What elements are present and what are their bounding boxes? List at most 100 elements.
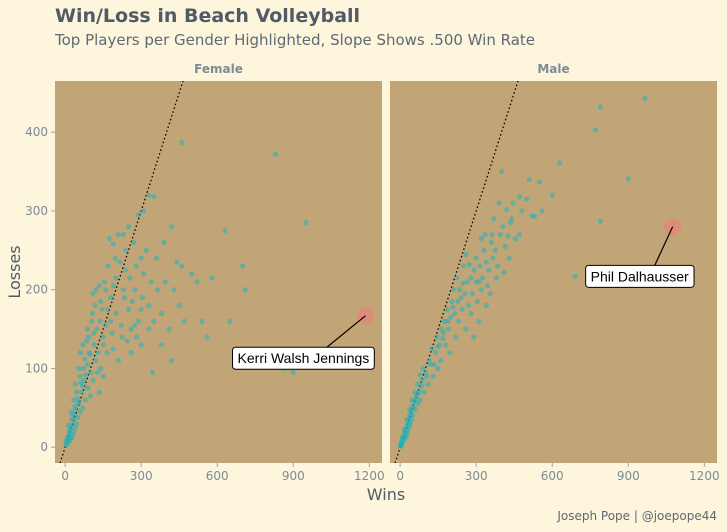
data-point <box>82 397 89 403</box>
x-tick-label: 0 <box>396 469 404 483</box>
data-point <box>439 326 445 332</box>
data-point <box>122 267 129 273</box>
data-point <box>176 302 182 309</box>
data-point <box>495 263 501 269</box>
data-point <box>90 377 96 383</box>
x-axis-title: Wins <box>367 485 405 504</box>
data-point <box>189 271 195 277</box>
data-point <box>429 346 435 352</box>
data-point <box>113 310 119 316</box>
data-point <box>478 235 484 242</box>
data-point <box>100 373 106 379</box>
data-point <box>408 411 414 417</box>
data-point <box>171 287 177 293</box>
panel-background <box>55 81 382 463</box>
data-point <box>227 318 233 324</box>
data-point <box>115 231 121 238</box>
data-point <box>100 334 106 340</box>
data-point <box>125 224 132 230</box>
data-point <box>130 239 137 246</box>
data-point <box>469 291 475 297</box>
data-point <box>80 405 86 411</box>
data-point <box>490 255 496 261</box>
data-point <box>106 235 113 242</box>
data-point <box>484 283 491 289</box>
annotation-box <box>232 346 375 370</box>
data-point <box>497 231 503 238</box>
data-point <box>409 397 415 403</box>
chart-subtitle: Top Players per Gender Highlighted, Slop… <box>55 31 536 49</box>
data-point <box>72 403 78 409</box>
annotation-text: Phil Dalhausser <box>591 268 689 284</box>
data-point <box>97 318 103 324</box>
x-tick-label: 0 <box>61 469 69 483</box>
data-points <box>397 95 648 450</box>
data-point <box>128 350 134 356</box>
data-point <box>440 330 446 336</box>
data-point <box>125 306 132 313</box>
data-point <box>169 358 175 364</box>
data-point <box>162 279 168 285</box>
data-point <box>463 326 469 332</box>
data-point <box>153 255 159 261</box>
data-point <box>87 369 94 376</box>
data-point <box>413 397 419 403</box>
data-point <box>87 351 93 357</box>
data-point <box>479 275 486 281</box>
data-point <box>404 417 410 423</box>
data-point <box>454 275 460 281</box>
data-point <box>482 231 488 238</box>
data-point <box>445 326 451 332</box>
data-point <box>430 373 436 379</box>
data-point <box>92 358 99 364</box>
x-tick-label: 900 <box>617 469 640 483</box>
data-point <box>504 206 510 212</box>
data-point <box>91 342 97 348</box>
win-rate-reference-line <box>59 81 184 463</box>
data-point <box>139 294 146 301</box>
data-point <box>450 287 456 293</box>
data-point <box>460 280 466 287</box>
data-point <box>89 310 96 316</box>
data-point <box>516 194 522 200</box>
data-point <box>471 334 477 340</box>
annotation-label: Phil Dalhausser <box>585 264 695 288</box>
data-point <box>66 422 72 428</box>
data-point <box>524 196 530 202</box>
data-point <box>448 314 454 320</box>
data-point <box>151 194 157 200</box>
data-point <box>483 302 489 309</box>
x-tick-label: 300 <box>130 469 153 483</box>
data-point <box>419 377 426 383</box>
data-point <box>119 334 125 340</box>
data-point <box>77 373 83 379</box>
data-point <box>149 369 156 376</box>
chart-title: Win/Loss in Beach Volleyball <box>55 5 361 27</box>
data-point <box>425 381 431 387</box>
facet-label: Male <box>537 62 569 76</box>
data-point <box>204 334 210 340</box>
data-point <box>290 369 296 376</box>
annotation-label: Kerri Walsh Jennings <box>232 346 375 370</box>
data-point <box>405 421 412 427</box>
data-point <box>449 298 455 305</box>
data-point <box>473 255 479 261</box>
data-point <box>458 294 464 301</box>
data-point <box>597 104 603 110</box>
data-point <box>417 372 423 378</box>
data-point <box>120 231 127 238</box>
data-point <box>496 200 502 206</box>
data-point <box>199 318 205 324</box>
data-point <box>491 216 497 222</box>
data-point <box>122 294 128 301</box>
data-point <box>146 302 152 309</box>
data-point <box>123 247 129 253</box>
data-point <box>642 95 648 101</box>
data-point <box>463 251 469 257</box>
data-point <box>505 233 511 239</box>
data-point <box>526 176 533 183</box>
data-point <box>455 318 462 324</box>
x-tick-label: 600 <box>206 469 229 483</box>
data-point <box>77 409 83 415</box>
